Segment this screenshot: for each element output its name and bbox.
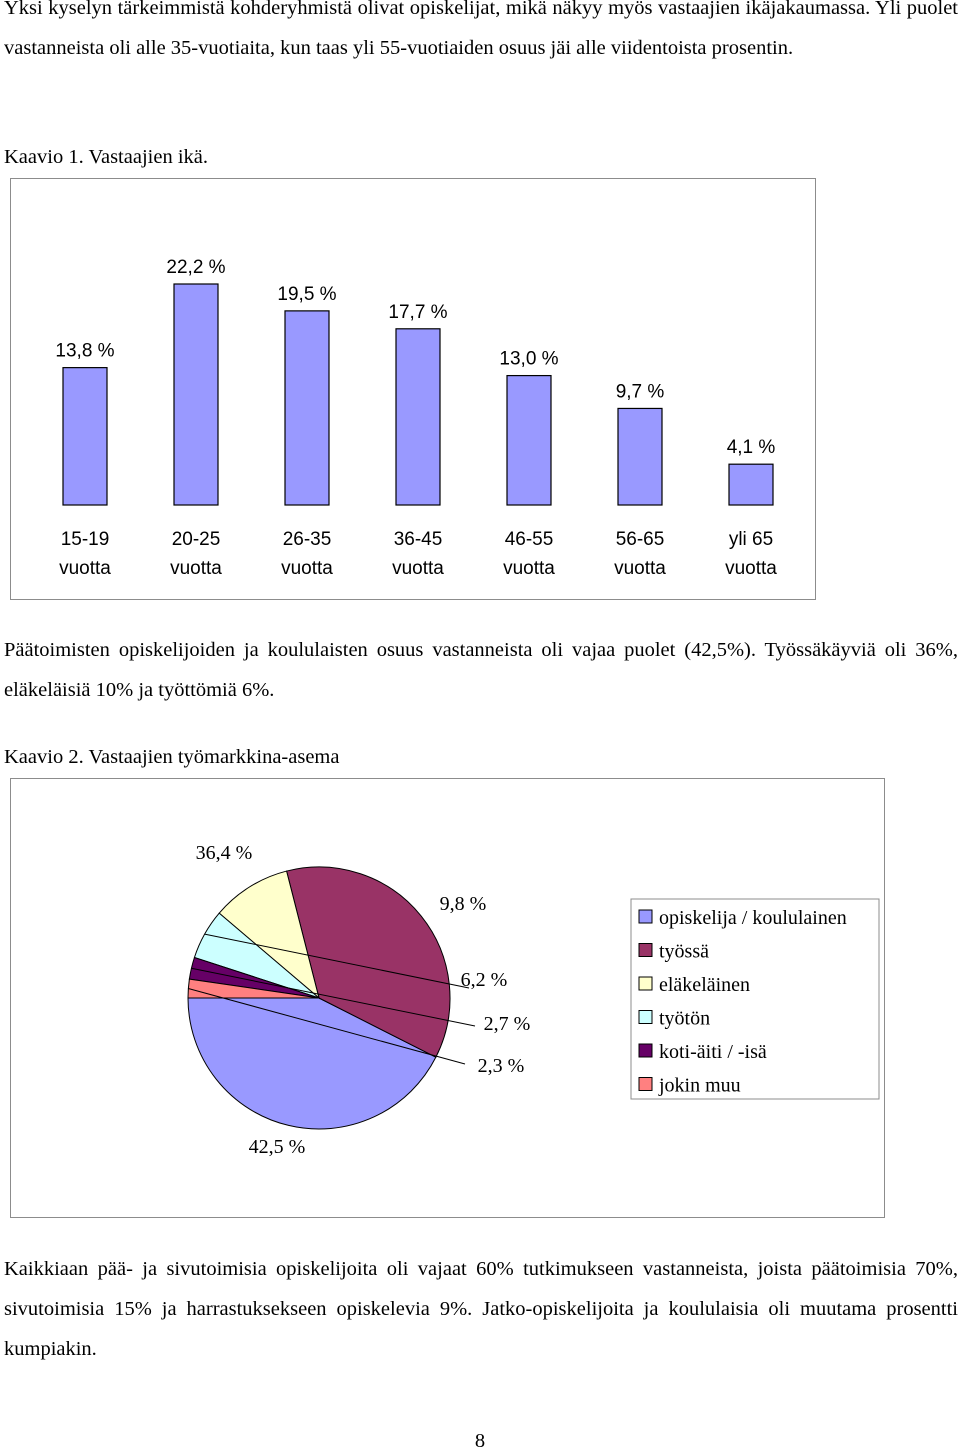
age-category-label: vuotta	[59, 558, 111, 579]
age-bar-chart-svg: 13,8 % 15-19 vuotta 22,2 % 20-25 vuotta 19,5 %…	[55, 257, 777, 579]
page-number: 8	[474, 1430, 486, 1452]
age-bar	[173, 283, 219, 506]
pie-value-label: 42,5 %	[249, 1136, 306, 1158]
age-category-label: yli 65	[729, 529, 773, 550]
paragraph-students: Kaikkiaan pää- ja sivutoimisia opiskelij…	[4, 1258, 958, 1360]
age-bar-value-label: 22,2 %	[166, 257, 225, 278]
age-category-label: 15-19	[61, 529, 110, 550]
age-category-label: vuotta	[725, 558, 777, 579]
age-category-label: 36-45	[394, 529, 443, 550]
legend-swatch	[638, 909, 653, 924]
legend-swatch	[638, 943, 653, 957]
legend-swatch	[638, 1077, 653, 1091]
pie-leader-line	[204, 933, 470, 989]
age-category-label: 56-65	[616, 529, 665, 550]
age-bar	[728, 463, 774, 506]
chart2-caption: Kaavio 2. Vastaajien työmarkkina-asema	[4, 746, 340, 768]
age-category-label: vuotta	[281, 558, 333, 579]
legend-label: opiskelija / koululainen	[659, 907, 847, 929]
pie-value-label: 9,8 %	[440, 893, 487, 915]
pie-slice	[285, 866, 451, 1058]
age-bar	[617, 407, 663, 506]
legend-label: koti-äiti / -isä	[659, 1041, 767, 1063]
pie-slice	[187, 997, 437, 1130]
legend-label: työtön	[659, 1008, 710, 1030]
age-bar-value-label: 13,8 %	[55, 341, 114, 362]
pie-value-label: 2,3 %	[478, 1055, 525, 1077]
chart1-caption: Kaavio 1. Vastaajien ikä.	[4, 146, 208, 168]
legend-label: eläkeläinen	[659, 974, 750, 996]
age-bar-value-label: 9,7 %	[616, 381, 665, 402]
legend-swatch	[638, 1043, 653, 1058]
age-bar-value-label: 19,5 %	[277, 284, 336, 305]
legend-label: työssä	[659, 941, 709, 963]
legend-swatch	[638, 976, 653, 991]
pie-leader-line	[191, 967, 476, 1027]
age-category-label: vuotta	[614, 558, 666, 579]
age-bar	[284, 310, 330, 506]
age-bar	[62, 367, 108, 506]
legend-label: jokin muu	[658, 1075, 741, 1097]
paragraph-status: Päätoimisten opiskelijoiden ja koululais…	[4, 639, 958, 701]
status-pie-chart: 42,5 % 36,4 % 9,8 % 6,2 % 2,7 % 2,3 % opiskeli…	[10, 778, 885, 1218]
age-bar-chart: 13,8 % 15-19 vuotta 22,2 % 20-25 vuotta 19,5 %…	[10, 178, 816, 600]
paragraph-intro: Yksi kyselyn tärkeimmistä kohderyhmistä …	[4, 0, 958, 59]
legend-swatch	[638, 1010, 653, 1024]
pie-value-label: 2,7 %	[484, 1013, 531, 1035]
age-category-label: vuotta	[503, 558, 555, 579]
age-category-label: 20-25	[172, 529, 221, 550]
pie-value-label: 6,2 %	[461, 969, 508, 991]
age-bar	[395, 328, 441, 506]
age-bar-value-label: 4,1 %	[727, 437, 776, 458]
age-bar-value-label: 17,7 %	[388, 302, 447, 323]
age-category-label: vuotta	[392, 558, 444, 579]
pie-value-label: 36,4 %	[196, 842, 253, 864]
age-category-label: vuotta	[170, 558, 222, 579]
pie-slice	[218, 870, 320, 1000]
age-category-label: 26-35	[283, 529, 332, 550]
status-pie-chart-svg: 42,5 % 36,4 % 9,8 % 6,2 % 2,7 % 2,3 % opiskeli…	[187, 842, 880, 1158]
pie-legend	[630, 898, 880, 1100]
age-bar	[506, 374, 552, 506]
pie-leader-line	[188, 988, 466, 1065]
age-category-label: 46-55	[505, 529, 554, 550]
age-bar-value-label: 13,0 %	[499, 349, 558, 370]
